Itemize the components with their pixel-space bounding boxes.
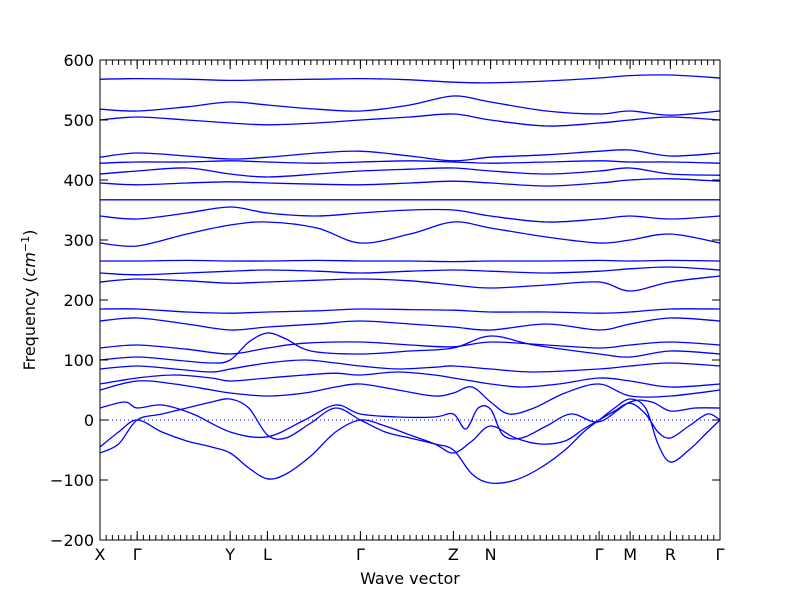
phonon-band-23 xyxy=(99,74,721,84)
phonon-band-6 xyxy=(99,359,721,373)
y-tick-label: 200 xyxy=(63,291,94,310)
y-tick-label: 400 xyxy=(63,171,94,190)
y-tick-label: −200 xyxy=(50,531,94,550)
x-tick-label: Γ xyxy=(716,545,725,564)
x-tick-label: X xyxy=(95,545,106,564)
phonon-band-17 xyxy=(99,178,721,187)
y-axis-label: Frequency (cm−1) xyxy=(19,230,39,371)
plot-area xyxy=(99,74,721,484)
phonon-band-4 xyxy=(99,380,721,415)
phonon-band-8 xyxy=(99,341,721,355)
y-axis-label-close: ) xyxy=(20,230,39,236)
phonon-band-9 xyxy=(99,317,721,331)
x-tick-label: R xyxy=(665,545,676,564)
y-tick-label: 0 xyxy=(84,411,94,430)
y-axis-label-text: Frequency ( xyxy=(20,276,39,370)
phonon-band-21 xyxy=(99,113,721,127)
phonon-band-14 xyxy=(99,221,721,247)
phonon-band-12 xyxy=(99,266,721,276)
phonon-band-13 xyxy=(99,259,721,263)
phonon-bands xyxy=(99,74,721,484)
y-axis-label-exponent: −1 xyxy=(19,236,32,252)
axis-ticks xyxy=(99,59,721,541)
x-tick-label: L xyxy=(263,545,272,564)
x-axis-label: Wave vector xyxy=(360,569,460,588)
y-tick-labels: −200 −100 0 100 200 300 400 500 600 xyxy=(50,51,94,550)
x-tick-label: M xyxy=(623,545,637,564)
x-tick-label: Γ xyxy=(133,545,142,564)
x-tick-label: Z xyxy=(448,545,459,564)
x-tick-label: Γ xyxy=(595,545,604,564)
phonon-band-18 xyxy=(99,167,721,178)
y-tick-label: 600 xyxy=(63,51,94,70)
x-tick-label: Y xyxy=(224,545,235,564)
phonon-band-19 xyxy=(99,160,721,164)
phonon-band-11 xyxy=(99,275,721,292)
phonon-band-10 xyxy=(99,308,721,314)
phonon-band-5 xyxy=(99,371,721,388)
x-tick-label: N xyxy=(485,545,497,564)
phonon-band-20 xyxy=(99,149,721,162)
phonon-band-22 xyxy=(99,95,721,116)
phonon-band-2 xyxy=(99,402,721,480)
x-tick-label: Γ xyxy=(356,545,365,564)
y-tick-label: 100 xyxy=(63,351,94,370)
y-tick-label: 500 xyxy=(63,111,94,130)
y-tick-label: −100 xyxy=(50,471,94,490)
plot-frame xyxy=(99,59,721,541)
phonon-band-3 xyxy=(99,399,721,440)
phonon-band-1 xyxy=(99,398,721,484)
y-tick-label: 300 xyxy=(63,231,94,250)
y-axis-label-unit: cm xyxy=(20,252,39,276)
phonon-band-7 xyxy=(99,332,721,364)
phonon-band-15 xyxy=(99,206,721,223)
